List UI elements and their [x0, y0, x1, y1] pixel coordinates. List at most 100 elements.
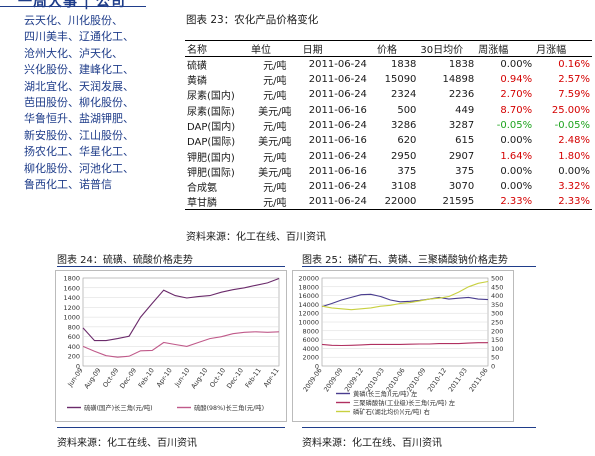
cell-price: 500: [397, 104, 417, 116]
sidebar-line: 华鲁恒升、盐湖钾肥、: [24, 112, 134, 126]
price-table-body: 硫磺 元/吨 2011-06-24 1838 1838 0.00% 0.16% 黄磷 元/吨 20…: [185, 57, 592, 211]
plot-area: [82, 277, 280, 367]
cell-week-change: 0.00%: [500, 59, 533, 70]
cell-name: 钾肥(国内): [187, 152, 235, 164]
cell-date: 2011-06-16: [308, 135, 367, 147]
cell-avg30: 375: [455, 165, 475, 177]
legend-label: 硫酸(98%)长三角(元/吨): [194, 403, 264, 412]
table-row: 尿素(国际) 美元/吨 2011-06-16 500 449 8.70% 25.00%: [185, 103, 592, 118]
y-tick-label: 800: [68, 323, 80, 331]
y-tick-label: 6000: [302, 336, 319, 344]
cell-name: 合成氨: [187, 183, 217, 195]
cell-date: 2011-06-24: [300, 194, 376, 211]
cell-month-change: 0.16%: [558, 59, 590, 70]
company-sidebar: 一周大事 | 公司 云天化、川化股份、 四川美丰、辽通化工、 沧州大化、泸天化、…: [0, 0, 178, 232]
table-row: 钾肥(国际) 美元/吨 2011-06-16 375 375 0.00% 0.00%: [185, 164, 592, 179]
sidebar-line: 云天化、川化股份、: [24, 14, 123, 27]
y2-tick-label: 200: [491, 327, 503, 335]
chart24-bottom-rule: [57, 427, 285, 428]
cell-avg30: 21595: [418, 194, 477, 211]
cell-week-change: 2.70%: [500, 89, 533, 101]
cell-week-change: 2.33%: [476, 194, 535, 211]
cell-price: 1838: [390, 59, 417, 70]
cell-date: 2011-06-24: [308, 59, 367, 70]
sidebar-company-list: 云天化、川化股份、 四川美丰、辽通化工、 沧州大化、泸天化、 兴化股份、建峰化工…: [24, 13, 134, 193]
table-row: 硫磺 元/吨 2011-06-24 1838 1838 0.00% 0.16%: [185, 57, 592, 72]
cell-avg30: 3287: [448, 120, 475, 132]
cell-unit: 元/吨: [249, 194, 301, 211]
cell-date: 2011-06-16: [308, 165, 367, 177]
y-tick-label: 20000: [298, 275, 319, 283]
y2-tick-label: 0: [491, 363, 495, 371]
cell-week-change: 0.94%: [500, 74, 533, 86]
y-tick-label: 16000: [298, 292, 319, 300]
cell-price: 3286: [390, 120, 417, 132]
legend-label: 黄磷(长三角)(元/吨) 左: [353, 389, 417, 398]
y-tick-label: 1800: [63, 275, 80, 283]
sidebar-line: 鲁西化工、诺普信: [24, 178, 112, 192]
table-header-row: 名称 单位 日期 价格 30日均价 周涨幅 月涨幅: [185, 40, 592, 57]
chart25-source: 资料来源：化工在线、百川资讯: [302, 438, 442, 449]
legend-label: 磷矿石(湖北均价)(元/吨) 右: [353, 407, 430, 416]
col-header-name: 名称: [185, 40, 250, 57]
y2-tick-label: 300: [491, 310, 503, 318]
y-tick-label: 1000: [63, 314, 80, 322]
cell-unit: 元/吨: [263, 152, 287, 164]
y-tick-label: 8000: [302, 327, 319, 335]
cell-unit: 元/吨: [263, 91, 287, 103]
table-row: 草甘膦 元/吨 2011-06-24 22000 21595 2.33% 2.33%: [185, 194, 592, 211]
series-line: [82, 277, 280, 342]
series-line: [321, 342, 488, 347]
cell-unit: 元/吨: [263, 183, 287, 195]
cell-price: 2324: [390, 89, 417, 101]
cell-avg30: 1838: [448, 59, 475, 70]
y-tick-label: 2000: [302, 354, 319, 362]
cell-avg30: 449: [455, 104, 475, 116]
chart25-bottom-rule: [302, 427, 536, 428]
y-tick-label: 1200: [63, 304, 80, 312]
sidebar-line: 芭田股份、柳化股份、: [24, 96, 134, 110]
table23-caption: 图表 23：农化产品价格变化: [186, 14, 319, 26]
cell-unit: 元/吨: [263, 122, 287, 134]
y-tick-label: 10000: [298, 319, 319, 327]
cell-price: 15090: [384, 74, 417, 86]
chart24-caption: 图表 24：硫磺、硫酸价格走势: [57, 255, 193, 266]
cell-avg30: 14898: [442, 74, 475, 86]
cell-date: 2011-06-16: [308, 104, 367, 116]
y-tick-label: 0: [315, 363, 319, 371]
series-line: [321, 280, 489, 311]
cell-date: 2011-06-24: [308, 150, 367, 162]
cell-month-change: 7.59%: [558, 89, 590, 101]
y2-tick-label: 150: [491, 336, 503, 344]
cell-week-change: 0.00%: [500, 181, 533, 193]
cell-unit: 美元/吨: [258, 137, 292, 149]
cell-week-change: 0.00%: [500, 135, 533, 147]
y-tick-label: 0: [76, 363, 80, 371]
sidebar-line: 兴化股份、建峰化工、: [24, 63, 134, 77]
y-tick-label: 1400: [63, 294, 80, 302]
cell-price: 22000: [375, 194, 419, 211]
sidebar-line: 柳化股份、河池化工、: [24, 161, 134, 175]
cell-price: 2950: [390, 150, 417, 162]
y-tick-label: 14000: [298, 301, 319, 309]
cell-name: 钾肥(国际): [187, 167, 235, 179]
col-header-unit: 单位: [249, 40, 301, 57]
y-tick-label: 4000: [302, 345, 319, 353]
y-tick-label: 1600: [63, 284, 80, 292]
y-tick-label: 600: [68, 333, 80, 341]
col-header-price: 价格: [375, 40, 419, 57]
series-line: [321, 293, 489, 308]
legend-label: 三聚磷酸钠(工业级)长三角(元/吨) 左: [353, 398, 455, 407]
cell-week-change: -0.05%: [496, 120, 533, 132]
sidebar-line: 四川美丰、辽通化工、: [24, 30, 134, 44]
table23-source: 资料来源：化工在线、百川资讯: [186, 232, 326, 243]
sidebar-title: 一周大事 | 公司: [18, 0, 126, 10]
y2-tick-label: 100: [491, 345, 503, 353]
cell-date: 2011-06-24: [308, 74, 367, 86]
sidebar-rule: [0, 6, 146, 7]
cell-week-change: 8.70%: [500, 104, 533, 116]
cell-month-change: -0.05%: [554, 120, 590, 132]
table-row: 尿素(国内) 元/吨 2011-06-24 2324 2236 2.70% 7.59%: [185, 87, 592, 102]
cell-week-change: 0.00%: [500, 165, 533, 177]
cell-month-change: 1.80%: [558, 150, 590, 162]
